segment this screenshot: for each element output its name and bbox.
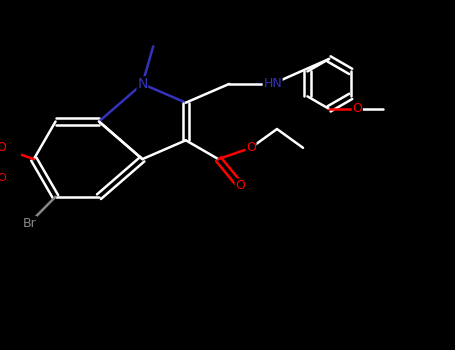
Text: O: O bbox=[352, 102, 362, 116]
Text: O: O bbox=[0, 173, 5, 183]
Text: O: O bbox=[235, 179, 245, 192]
Text: O: O bbox=[0, 141, 6, 154]
Text: Br: Br bbox=[23, 217, 36, 230]
Text: O: O bbox=[246, 141, 256, 154]
Text: HN: HN bbox=[263, 77, 282, 90]
Text: N: N bbox=[137, 77, 147, 91]
